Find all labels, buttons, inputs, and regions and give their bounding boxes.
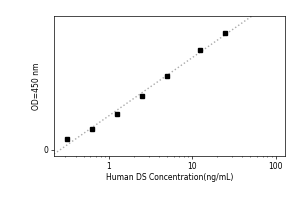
- Y-axis label: OD=450 nm: OD=450 nm: [32, 62, 41, 110]
- X-axis label: Human DS Concentration(ng/mL): Human DS Concentration(ng/mL): [106, 173, 233, 182]
